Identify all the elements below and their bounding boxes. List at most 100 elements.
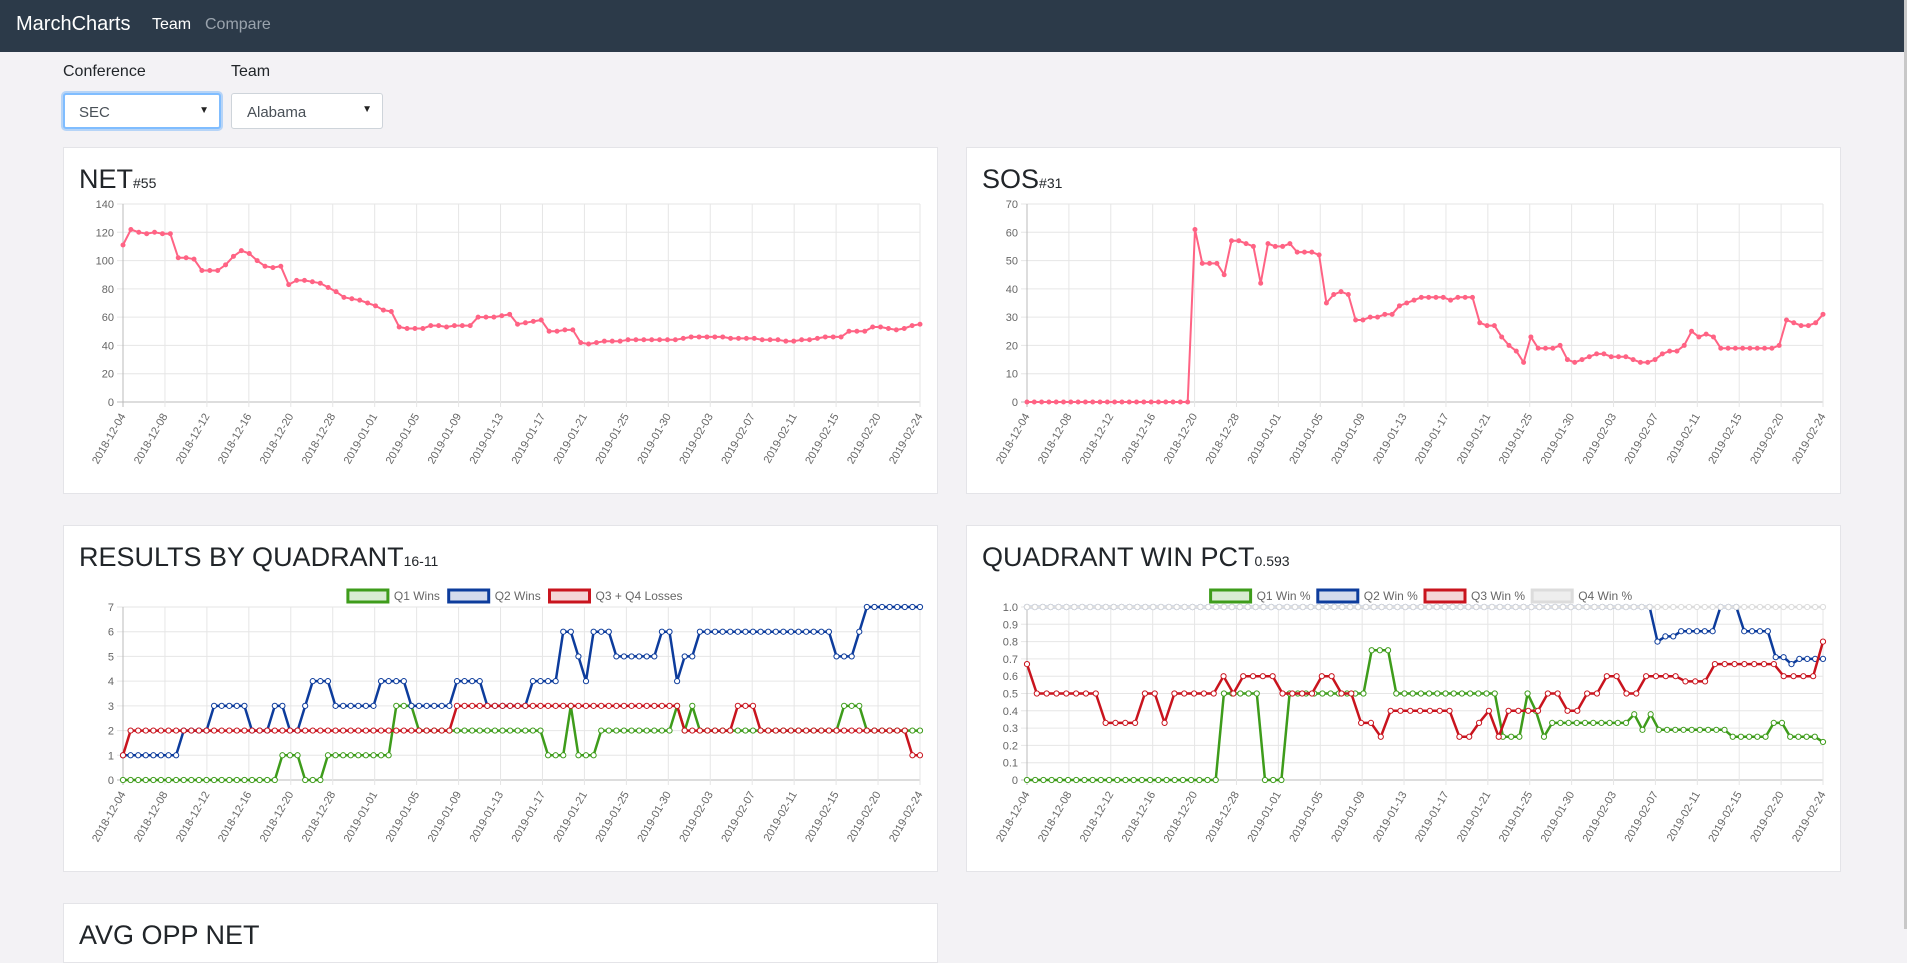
data-point	[1280, 243, 1286, 249]
data-point	[1278, 776, 1285, 784]
data-point	[120, 242, 126, 248]
data-point	[1092, 690, 1099, 697]
data-point	[617, 338, 623, 344]
x-tick-label: 2019-01-13	[1371, 412, 1410, 467]
data-point	[1220, 673, 1227, 680]
data-point	[1688, 726, 1695, 733]
y-tick-label: 0.2	[1003, 740, 1018, 752]
x-tick-label: 2019-02-20	[845, 790, 884, 845]
data-point	[818, 628, 825, 635]
data-point	[373, 303, 379, 309]
data-point	[370, 752, 377, 759]
data-point	[362, 727, 369, 734]
data-point	[271, 727, 278, 734]
y-tick-label: 60	[1006, 227, 1018, 239]
data-point	[1813, 320, 1819, 326]
data-point	[780, 628, 787, 635]
data-point	[1134, 603, 1141, 611]
data-point	[476, 702, 483, 709]
data-point	[560, 628, 567, 635]
x-tick-label: 2019-01-30	[635, 790, 674, 845]
x-tick-label: 2019-01-01	[1245, 790, 1284, 845]
scrollbar[interactable]	[1904, 0, 1907, 929]
data-point	[582, 752, 590, 759]
data-point	[916, 603, 924, 611]
data-point	[1491, 690, 1498, 697]
data-point	[491, 727, 499, 734]
data-point	[431, 702, 438, 709]
y-tick-label: 0.8	[1003, 637, 1018, 649]
x-tick-label: 2018-12-28	[300, 412, 339, 467]
x-tick-label: 2018-12-20	[1162, 790, 1201, 845]
data-point	[127, 752, 134, 759]
data-point	[127, 776, 134, 784]
data-point	[1245, 690, 1252, 697]
x-tick-label: 2019-01-25	[1497, 412, 1536, 467]
data-point	[1220, 603, 1228, 611]
data-point	[1559, 603, 1567, 611]
data-point	[1747, 345, 1753, 351]
data-point	[476, 727, 483, 734]
data-point	[1196, 776, 1203, 784]
data-point	[191, 256, 197, 262]
data-point	[620, 727, 628, 734]
team-select[interactable]: Alabama ▼	[231, 93, 383, 129]
data-point	[1633, 690, 1640, 697]
legend-swatch	[346, 588, 390, 604]
data-point	[1425, 603, 1433, 611]
data-point	[324, 727, 332, 734]
data-point	[838, 334, 844, 340]
data-point	[1693, 603, 1701, 611]
x-tick-label: 2019-01-25	[1497, 790, 1536, 845]
data-point	[743, 335, 749, 341]
data-point	[1525, 707, 1532, 714]
data-point	[431, 727, 438, 734]
conference-select[interactable]: SEC ▼	[63, 93, 221, 129]
data-point	[1258, 280, 1264, 286]
data-point	[1709, 628, 1716, 635]
data-point	[1353, 317, 1359, 323]
team-select-value: Alabama	[247, 104, 307, 121]
data-point	[1031, 603, 1038, 611]
data-point	[863, 603, 870, 611]
data-point	[1023, 603, 1031, 611]
data-point	[1409, 690, 1416, 697]
legend-swatch	[1423, 588, 1467, 604]
data-point	[840, 727, 848, 734]
data-point	[909, 727, 916, 734]
data-point	[370, 727, 377, 734]
data-point	[1394, 603, 1401, 611]
data-point	[1221, 272, 1227, 278]
nav-team[interactable]: Team	[152, 16, 192, 33]
y-tick-label: 0	[108, 397, 114, 409]
y-tick-label: 0.6	[1003, 671, 1018, 683]
data-point	[183, 255, 189, 261]
data-point	[613, 727, 620, 734]
data-point	[1584, 690, 1591, 697]
y-tick-label: 0.5	[1003, 689, 1018, 701]
data-point	[719, 727, 726, 734]
data-point	[1783, 317, 1789, 323]
data-point	[438, 727, 445, 734]
data-point	[1287, 241, 1293, 247]
data-point	[347, 727, 354, 734]
nav-compare[interactable]: Compare	[205, 16, 271, 33]
data-point	[651, 702, 658, 709]
data-point	[340, 702, 347, 709]
legend-swatch	[1530, 588, 1574, 604]
data-point	[1803, 733, 1810, 740]
data-point	[1339, 603, 1346, 611]
legend-label: Q2 Win %	[1364, 589, 1418, 603]
data-point	[1082, 690, 1090, 697]
data-point	[643, 727, 650, 734]
data-point	[1731, 660, 1738, 668]
data-point	[1299, 690, 1306, 697]
data-point	[780, 727, 787, 734]
data-point	[1378, 603, 1385, 611]
data-point	[1623, 690, 1630, 697]
x-tick-label: 2018-12-28	[1204, 790, 1243, 845]
brand-logo[interactable]: MarchCharts	[16, 13, 131, 35]
data-point	[286, 727, 294, 734]
data-point	[1046, 399, 1052, 405]
data-point	[775, 337, 781, 343]
